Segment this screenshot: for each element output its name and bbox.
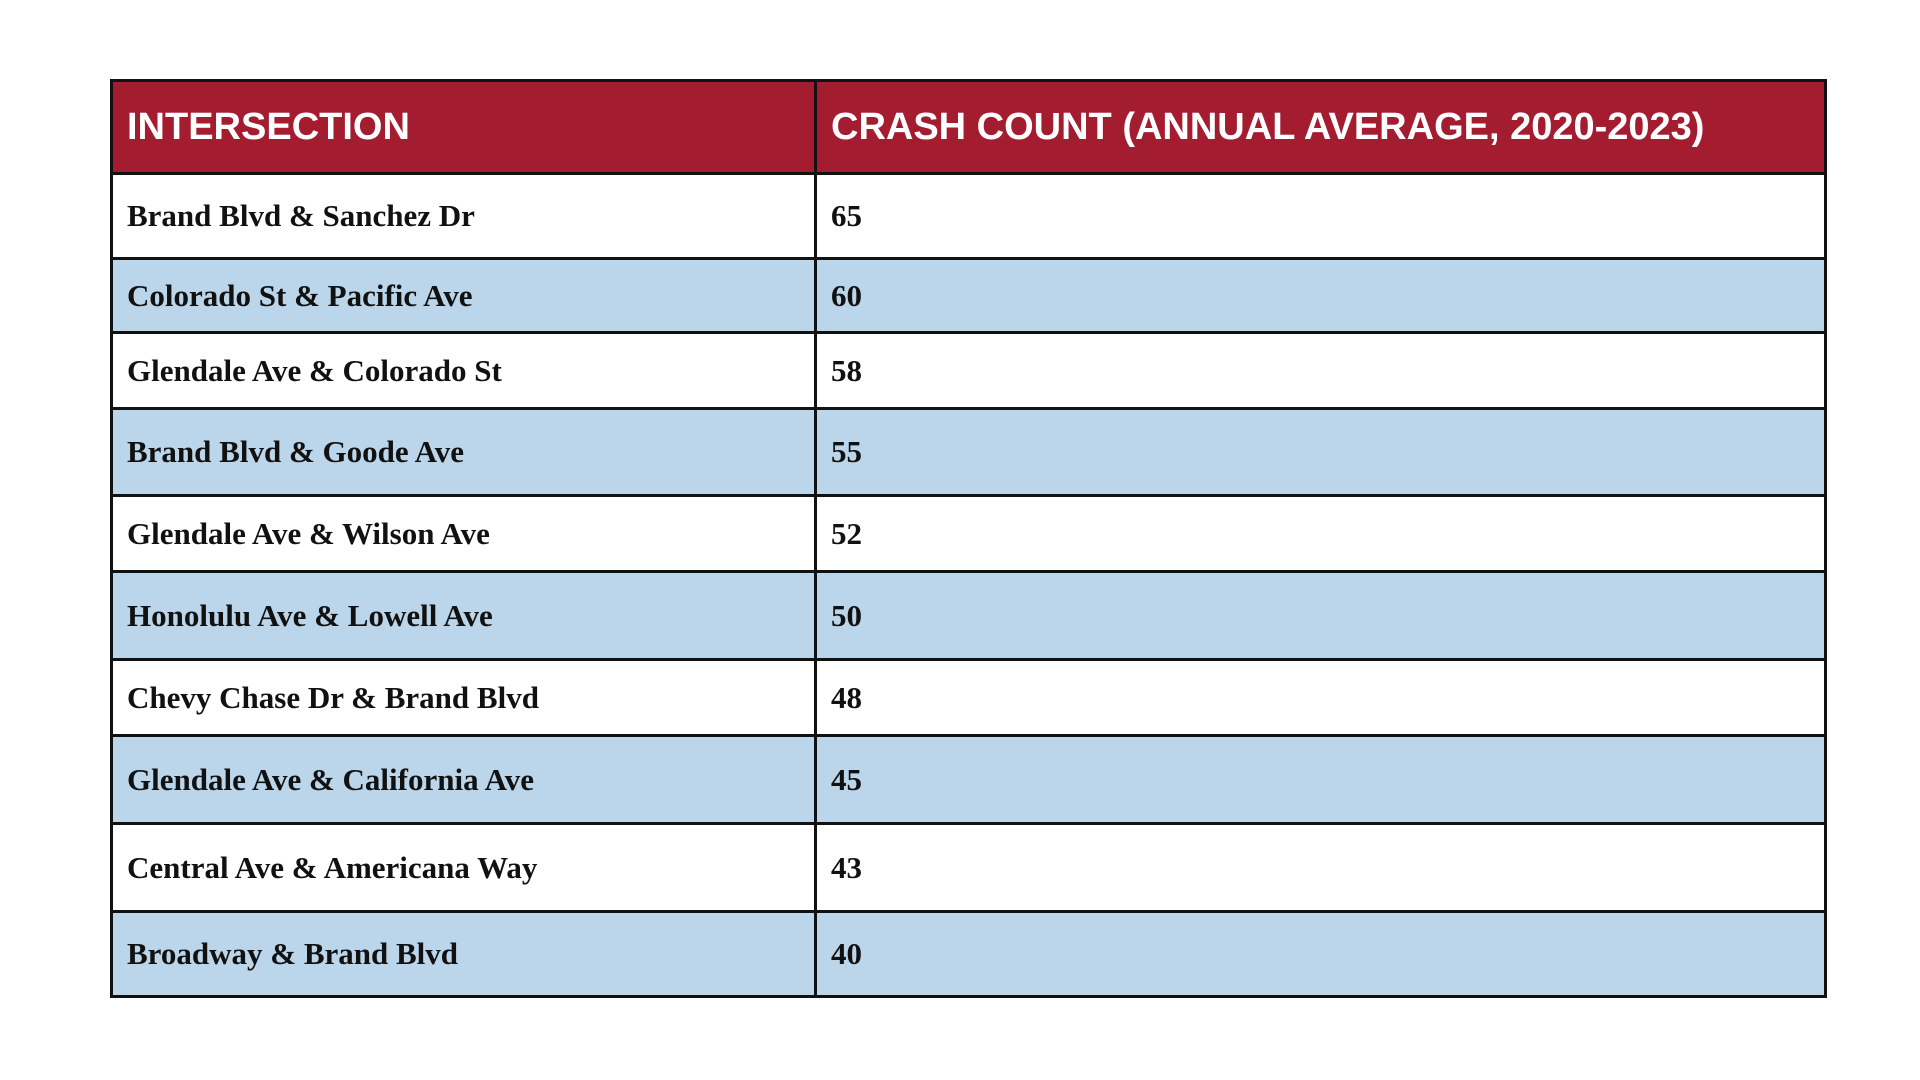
crash-count-cell: 58	[814, 331, 1827, 410]
crash-count-cell: 60	[814, 257, 1827, 334]
intersection-cell: Broadway & Brand Blvd	[110, 910, 817, 998]
intersection-cell: Central Ave & Americana Way	[110, 822, 817, 913]
crash-count-table: INTERSECTION CRASH COUNT (ANNUAL AVERAGE…	[110, 79, 1827, 998]
intersection-cell: Glendale Ave & Colorado St	[110, 331, 817, 410]
crash-count-cell: 52	[814, 494, 1827, 573]
crash-count-cell: 65	[814, 172, 1827, 260]
intersection-cell: Brand Blvd & Sanchez Dr	[110, 172, 817, 260]
table-row: Broadway & Brand Blvd 40	[110, 910, 1827, 998]
table-header: INTERSECTION CRASH COUNT (ANNUAL AVERAGE…	[110, 79, 1827, 175]
table-row: Brand Blvd & Sanchez Dr 65	[110, 172, 1827, 260]
table-row: Glendale Ave & Colorado St 58	[110, 331, 1827, 410]
crash-count-cell: 43	[814, 822, 1827, 913]
column-header-crash-count: CRASH COUNT (ANNUAL AVERAGE, 2020-2023)	[814, 79, 1827, 175]
crash-count-cell: 55	[814, 407, 1827, 497]
intersection-cell: Honolulu Ave & Lowell Ave	[110, 570, 817, 661]
column-header-intersection: INTERSECTION	[110, 79, 817, 175]
intersection-cell: Chevy Chase Dr & Brand Blvd	[110, 658, 817, 737]
table-row: Brand Blvd & Goode Ave 55	[110, 407, 1827, 497]
table-row: Glendale Ave & Wilson Ave 52	[110, 494, 1827, 573]
intersection-cell: Glendale Ave & California Ave	[110, 734, 817, 825]
header-row: INTERSECTION CRASH COUNT (ANNUAL AVERAGE…	[110, 79, 1827, 175]
table-row: Chevy Chase Dr & Brand Blvd 48	[110, 658, 1827, 737]
table-body: Brand Blvd & Sanchez Dr 65 Colorado St &…	[110, 172, 1827, 998]
table-row: Glendale Ave & California Ave 45	[110, 734, 1827, 825]
table-row: Honolulu Ave & Lowell Ave 50	[110, 570, 1827, 661]
table-row: Central Ave & Americana Way 43	[110, 822, 1827, 913]
intersection-cell: Colorado St & Pacific Ave	[110, 257, 817, 334]
intersection-cell: Brand Blvd & Goode Ave	[110, 407, 817, 497]
crash-count-cell: 50	[814, 570, 1827, 661]
crash-count-cell: 40	[814, 910, 1827, 998]
crash-count-cell: 45	[814, 734, 1827, 825]
crash-count-cell: 48	[814, 658, 1827, 737]
intersection-cell: Glendale Ave & Wilson Ave	[110, 494, 817, 573]
table-row: Colorado St & Pacific Ave 60	[110, 257, 1827, 334]
